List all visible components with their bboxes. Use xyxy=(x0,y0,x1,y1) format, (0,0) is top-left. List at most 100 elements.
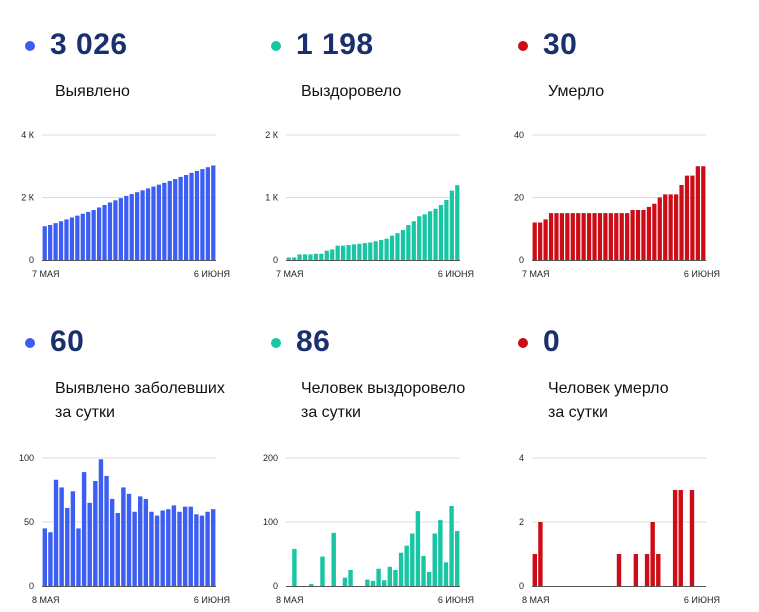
bar xyxy=(346,245,351,260)
panel-deaths-daily: 0 Человек умерло за сутки xyxy=(518,325,738,425)
bar xyxy=(635,210,641,260)
bar xyxy=(410,533,415,586)
chart-detected-total: 0 2 К 4 К 7 МАЯ 6 ИЮНЯ xyxy=(21,130,230,279)
bar xyxy=(427,211,433,260)
y-tick-label: 4 К xyxy=(21,130,35,140)
bar xyxy=(143,498,149,586)
bar xyxy=(194,170,200,260)
bar xyxy=(455,185,460,260)
stat-label-line: Выздоровело xyxy=(301,83,402,100)
bar xyxy=(608,213,613,260)
bar xyxy=(70,491,76,586)
bar xyxy=(118,198,123,260)
bar xyxy=(166,509,171,586)
panel-detected-total: 3 026 Выявлено xyxy=(25,28,245,288)
bar xyxy=(657,197,662,260)
bar xyxy=(200,169,205,260)
y-tick-label: 2 К xyxy=(265,130,279,140)
bar xyxy=(75,215,80,260)
panel-deaths-total: 30 Умерло xyxy=(518,28,738,288)
bar xyxy=(357,243,362,260)
stat-label-line: Умерло xyxy=(548,83,605,100)
bar xyxy=(668,194,673,260)
bar xyxy=(614,213,619,260)
stat-label-line: Человек выздоровело xyxy=(301,380,466,397)
bar xyxy=(432,533,437,586)
bar xyxy=(633,554,639,586)
bar xyxy=(64,219,69,260)
stat-header: 0 xyxy=(518,325,560,359)
stat-header: 86 xyxy=(271,325,330,359)
bar xyxy=(313,253,319,260)
bar xyxy=(426,571,432,586)
bar xyxy=(690,175,695,260)
bar xyxy=(183,175,189,260)
bar xyxy=(199,515,205,586)
bar xyxy=(630,210,635,260)
x-tick-label-end: 6 ИЮНЯ xyxy=(438,595,474,605)
bar xyxy=(324,250,329,260)
bar xyxy=(673,194,679,260)
bar xyxy=(411,221,416,260)
bar xyxy=(86,211,91,260)
bar xyxy=(167,180,172,260)
bar xyxy=(48,532,53,586)
stat-value: 3 026 xyxy=(50,28,128,61)
bar xyxy=(115,513,120,586)
bar xyxy=(59,487,64,586)
bar xyxy=(124,195,129,260)
bar xyxy=(415,511,421,586)
bar xyxy=(532,222,537,260)
x-tick-label-end: 6 ИЮНЯ xyxy=(438,269,474,279)
bar xyxy=(102,205,107,260)
stat-label: Выявлено заболевших за сутки xyxy=(55,377,225,425)
bar xyxy=(151,186,156,260)
bar xyxy=(135,192,140,260)
x-tick-label-start: 7 МАЯ xyxy=(32,269,60,279)
chart-recovered-daily: 0 100 200 8 МАЯ 6 ИЮНЯ xyxy=(263,453,474,605)
bar xyxy=(104,475,109,586)
bar xyxy=(532,554,538,586)
bar xyxy=(656,554,661,586)
bar xyxy=(382,580,387,586)
bar xyxy=(701,166,706,260)
bar xyxy=(286,257,291,260)
bar xyxy=(194,514,199,586)
stat-value: 60 xyxy=(50,325,85,358)
y-tick-label: 4 xyxy=(519,453,524,463)
bar xyxy=(417,216,422,260)
bar xyxy=(91,210,96,260)
x-tick-label-end: 6 ИЮНЯ xyxy=(194,595,230,605)
stat-header: 30 xyxy=(518,28,577,62)
chart-detected-daily: 0 50 100 8 МАЯ 6 ИЮНЯ xyxy=(19,453,230,605)
stat-header: 1 198 xyxy=(271,28,374,62)
stat-label-line: за сутки xyxy=(301,404,361,421)
bar xyxy=(449,190,454,260)
stat-label-line: Выявлено xyxy=(55,83,130,100)
y-tick-label: 0 xyxy=(273,581,278,591)
bar xyxy=(592,213,597,260)
bar xyxy=(554,213,559,260)
bar xyxy=(616,554,622,586)
bar xyxy=(695,166,700,260)
y-tick-label: 0 xyxy=(519,255,524,265)
bar xyxy=(149,511,154,586)
bar xyxy=(69,217,75,260)
bar xyxy=(663,194,668,260)
bar xyxy=(646,206,652,260)
stat-label: Выздоровело xyxy=(301,80,401,104)
stat-label-line: за сутки xyxy=(548,404,608,421)
bar xyxy=(443,562,449,586)
stat-label: Умерло xyxy=(548,80,604,104)
bar xyxy=(384,238,389,260)
panel-recovered-total: 1 198 Выздоровело xyxy=(271,28,491,288)
bar xyxy=(76,528,81,586)
bar xyxy=(53,223,58,260)
bar xyxy=(679,185,684,260)
bar xyxy=(58,221,64,260)
x-tick-label-end: 6 ИЮНЯ xyxy=(194,269,230,279)
panel-detected-daily: 60 Выявлено заболевших за сутки xyxy=(25,325,245,425)
bar xyxy=(603,213,608,260)
series-dot xyxy=(518,338,528,348)
bar xyxy=(48,225,53,260)
